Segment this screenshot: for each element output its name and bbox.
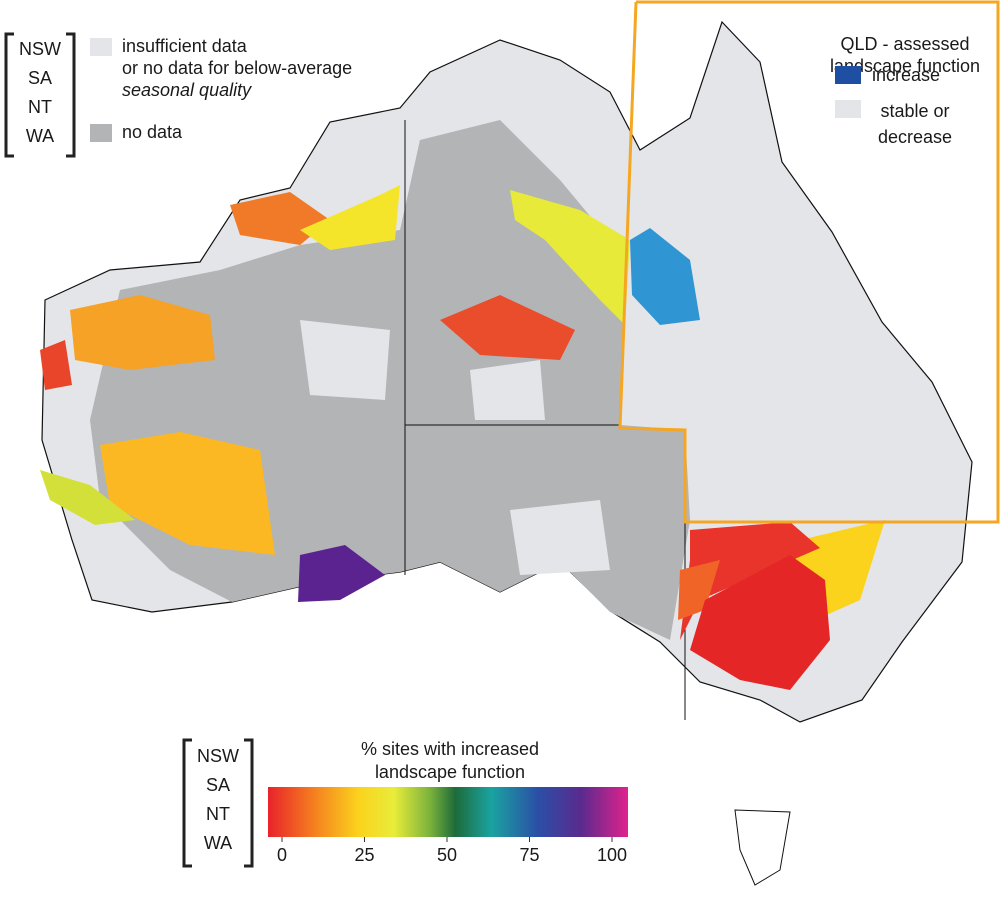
state-label: WA — [204, 833, 232, 853]
qld-box — [618, 0, 1000, 524]
region — [510, 190, 630, 325]
colorbar-title: % sites with increased — [361, 739, 539, 759]
legend-text: increase — [872, 65, 940, 85]
state-label: SA — [206, 775, 230, 795]
state-label: NT — [28, 97, 52, 117]
swatch-stable — [835, 100, 861, 118]
region — [690, 555, 830, 690]
tick-label: 50 — [437, 845, 457, 865]
swatch-increase — [835, 66, 861, 84]
region — [680, 522, 820, 640]
state-label: WA — [26, 126, 54, 146]
state-label: NT — [206, 804, 230, 824]
legend-text: or no data for below-average — [122, 58, 352, 78]
legend-text: decrease — [878, 127, 952, 147]
colorbar — [268, 787, 628, 837]
tick-label: 75 — [519, 845, 539, 865]
state-label: SA — [28, 68, 52, 88]
bracket — [182, 738, 254, 868]
region — [298, 545, 385, 602]
region — [40, 340, 72, 390]
swatch-insufficient — [90, 38, 112, 56]
region — [440, 295, 575, 360]
legend-text: insufficient data — [122, 36, 248, 56]
light-region — [300, 320, 610, 575]
region — [678, 560, 720, 620]
legend-text: seasonal quality — [122, 80, 252, 100]
colorbar-title: landscape function — [375, 762, 525, 782]
qld-title: landscape function — [830, 56, 980, 76]
tick-label: 100 — [597, 845, 627, 865]
region — [70, 295, 215, 370]
tick-label: 25 — [354, 845, 374, 865]
region — [40, 470, 135, 525]
legend-text: no data — [122, 122, 183, 142]
tasmania — [734, 809, 791, 886]
state-label: NSW — [197, 746, 239, 766]
region — [300, 185, 400, 250]
state-label: NSW — [19, 39, 61, 59]
qld-title: QLD - assessed — [840, 34, 969, 54]
tick-label: 0 — [277, 845, 287, 865]
bracket — [4, 32, 76, 158]
region — [630, 228, 700, 325]
region — [100, 432, 275, 555]
swatch-no-data — [90, 124, 112, 142]
legend-text: stable or — [880, 101, 949, 121]
